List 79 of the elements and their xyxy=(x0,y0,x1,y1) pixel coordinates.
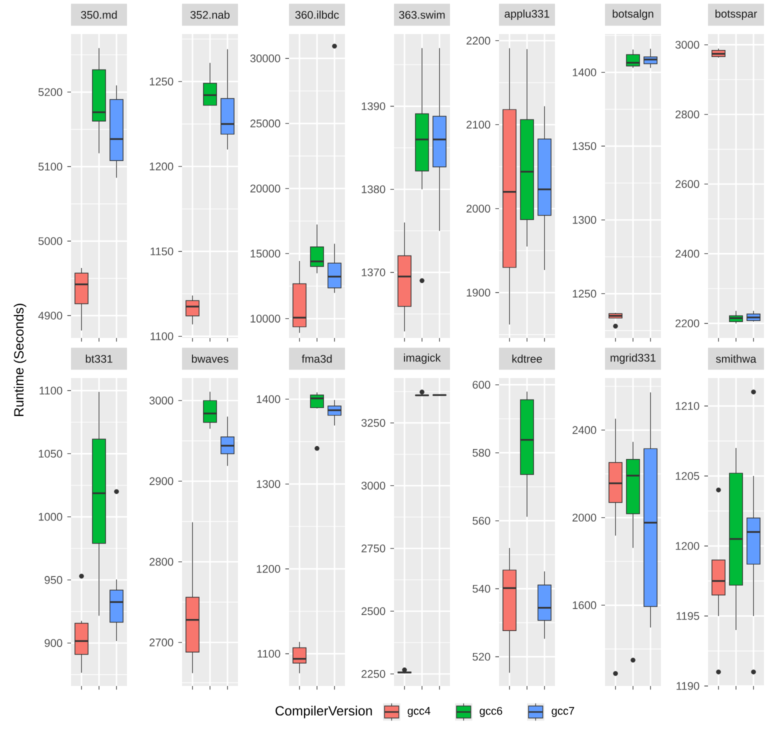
y-tick-label: 15000 xyxy=(250,250,280,258)
y-tick-label: 1250 xyxy=(150,78,174,86)
chart-title: 360.ilbdc xyxy=(295,10,339,19)
y-tick-label: 1390 xyxy=(362,102,386,110)
y-tick-label: 2200 xyxy=(466,36,490,45)
legend-label: gcc4 xyxy=(408,707,430,717)
y-tick-label: 1380 xyxy=(362,185,386,194)
y-tick-label: 1100 xyxy=(40,386,62,395)
y-tick-label: 1100 xyxy=(150,332,174,340)
y-tick-label: 30000 xyxy=(250,54,280,62)
y-tick-label: 3000 xyxy=(675,40,700,49)
y-tick-label: 5200 xyxy=(38,88,62,96)
y-tick-label: 3000 xyxy=(149,396,174,404)
y-tick-label: 1250 xyxy=(572,290,596,298)
y-tick-label: 2800 xyxy=(676,110,700,118)
chart-title: botsspar xyxy=(715,10,758,20)
y-tick-label: 1200 xyxy=(150,162,174,170)
y-tick-label: 1600 xyxy=(572,601,596,610)
chart-title: imagick xyxy=(404,354,441,364)
y-tick-label: 1200 xyxy=(256,564,280,573)
y-tick-label: 950 xyxy=(44,576,62,584)
legend-label: gcc7 xyxy=(552,707,574,717)
y-tick-label: 1205 xyxy=(676,472,700,480)
y-tick-label: 2200 xyxy=(676,319,700,328)
y-tick-label: 2700 xyxy=(150,638,174,646)
y-tick-label: 1150 xyxy=(150,247,174,256)
y-tick-label: 20000 xyxy=(250,184,280,192)
y-tick-label: 1200 xyxy=(676,542,700,550)
y-tick-label: 5000 xyxy=(38,237,62,246)
y-tick-label: 1000 xyxy=(38,512,62,521)
y-tick-label: 1350 xyxy=(572,142,596,150)
y-tick-label: 1400 xyxy=(256,395,280,404)
y-tick-label: 2900 xyxy=(150,477,174,486)
y-tick-label: 2800 xyxy=(150,558,174,566)
y-tick-label: 900 xyxy=(44,639,62,647)
y-tick-label: 1900 xyxy=(466,288,490,297)
y-tick-label: 1210 xyxy=(676,402,700,410)
y-tick-label: 2750 xyxy=(362,544,386,552)
legend-label: gcc6 xyxy=(480,706,502,717)
chart-title: fma3d xyxy=(302,354,332,363)
y-tick-label: 1050 xyxy=(38,450,62,458)
y-tick-label: 2000 xyxy=(572,514,596,522)
chart-title: applu331 xyxy=(504,10,550,20)
y-tick-label: 3250 xyxy=(361,419,386,427)
y-tick-label: 600 xyxy=(472,380,490,389)
chart-title: bwaves xyxy=(192,354,228,363)
y-tick-label: 3000 xyxy=(361,482,386,490)
y-tick-label: 1300 xyxy=(572,216,596,224)
y-tick-label: 2500 xyxy=(362,607,386,616)
chart-title: 350.md xyxy=(80,10,117,19)
y-tick-label: 2000 xyxy=(466,204,490,213)
y-tick-label: 2100 xyxy=(466,120,490,129)
y-tick-label: 580 xyxy=(472,448,490,457)
chart-title: botsalgn xyxy=(612,10,654,20)
y-tick-label: 2400 xyxy=(676,250,700,258)
chart-title: 352.nab xyxy=(190,10,230,19)
y-tick-label: 2600 xyxy=(676,180,700,188)
chart-title: bt331 xyxy=(86,354,112,363)
y-tick-label: 1370 xyxy=(362,268,386,276)
chart-title: smithwa xyxy=(716,354,756,363)
y-tick-label: 1100 xyxy=(258,650,280,658)
y-tick-label: 1400 xyxy=(572,68,596,76)
y-tick-label: 4900 xyxy=(38,312,62,320)
y-tick-label: 560 xyxy=(472,516,490,525)
y-axis-title: Runtime (Seconds) xyxy=(14,304,26,416)
y-tick-label: 5100 xyxy=(38,162,62,171)
y-tick-label: 540 xyxy=(472,584,490,593)
y-tick-label: 1300 xyxy=(256,480,280,488)
y-tick-label: 1190 xyxy=(676,682,700,690)
y-tick-label: 25000 xyxy=(250,120,280,128)
chart-title: 363.swim xyxy=(399,10,445,19)
legend-title: CompilerVersion xyxy=(276,706,372,718)
y-tick-label: 520 xyxy=(472,652,490,661)
y-tick-label: 1195 xyxy=(676,612,700,620)
y-tick-label: 2400 xyxy=(572,426,596,434)
chart-title: mgrid331 xyxy=(610,354,656,364)
y-tick-label: 2250 xyxy=(362,670,386,678)
y-tick-label: 10000 xyxy=(250,314,280,323)
chart-title: kdtree xyxy=(512,354,542,363)
